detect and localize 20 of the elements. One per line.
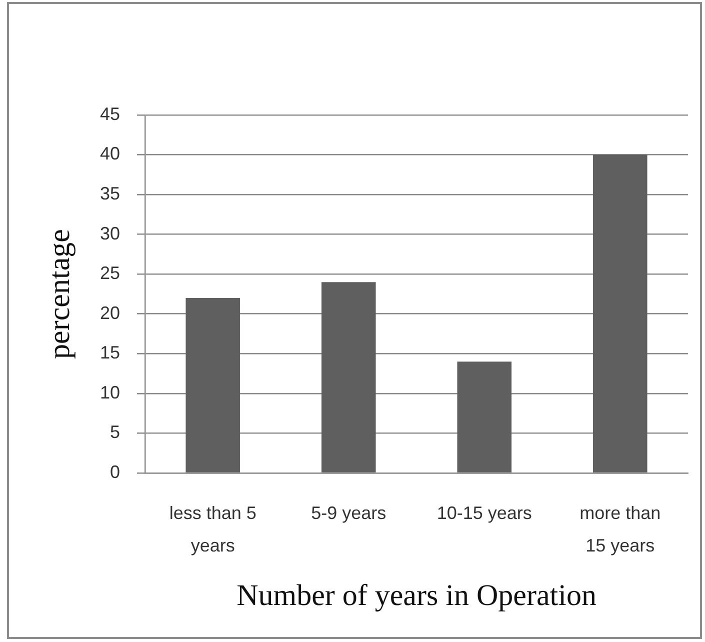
y-tick-label: 40 (100, 144, 120, 164)
x-tick-label: less than 5 years (169, 503, 256, 556)
x-tick-label: more than 15 years (580, 503, 661, 556)
y-tick-label: 30 (100, 223, 120, 244)
y-axis-title: percentage (42, 229, 76, 359)
y-tick-label: 15 (100, 342, 120, 363)
x-tick-label: 5-9 years (311, 503, 386, 524)
bar (321, 282, 376, 472)
y-tick-label: 5 (110, 422, 120, 442)
x-axis-title: Number of years in Operation (236, 578, 596, 612)
bar (457, 362, 512, 472)
bar (592, 154, 648, 472)
y-tick-label: 20 (100, 302, 120, 323)
y-tick-label: 25 (100, 263, 120, 284)
y-tick-label: 35 (100, 184, 120, 204)
x-tick-label: 10-15 years (436, 503, 532, 524)
y-tick-label: 10 (100, 382, 120, 402)
y-tick-label: 45 (100, 104, 120, 124)
bar (186, 298, 240, 472)
y-tick-label: 0 (110, 462, 120, 482)
